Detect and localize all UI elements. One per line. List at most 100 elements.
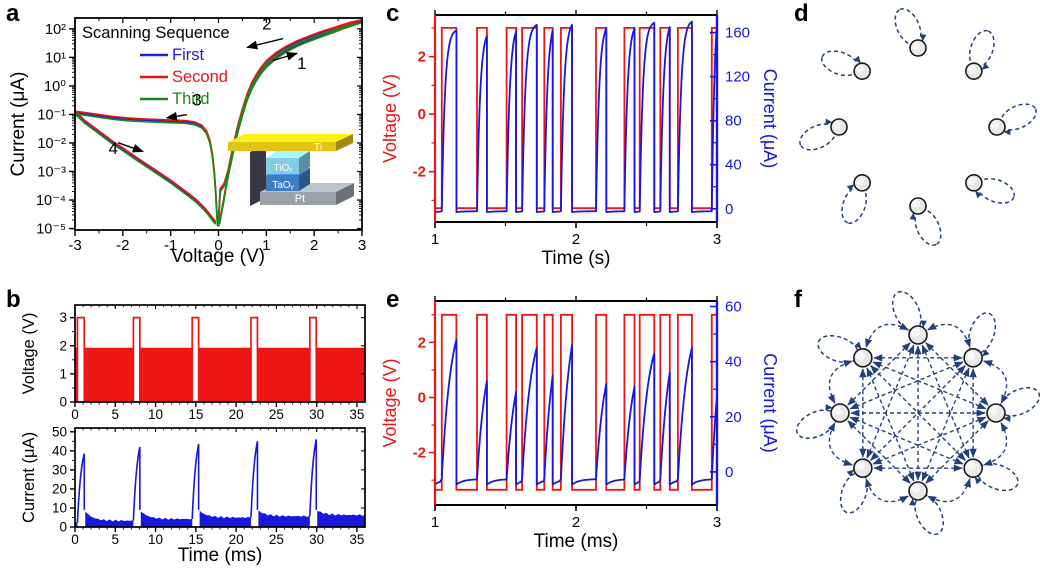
x-tick-label: 10 (148, 532, 163, 547)
y-tick-label: 0 (59, 520, 67, 535)
current-spike (250, 441, 259, 518)
neuron-node-highlight (912, 42, 920, 50)
connection-line (870, 365, 966, 461)
sweep-arrow-3 (165, 111, 188, 121)
self-loop-arrowhead (825, 404, 833, 411)
sweep-step-number-2: 2 (262, 15, 271, 34)
sweep-arrow-2 (246, 37, 284, 50)
connection-arc (983, 360, 1009, 404)
legend-item-third: Third (172, 90, 210, 108)
y-tick-label: 10⁻⁵ (36, 222, 66, 238)
self-loop (977, 177, 1016, 204)
current-tick-label: 40 (725, 354, 742, 371)
y-tick-label: 3 (59, 310, 67, 325)
current-waveform (434, 338, 718, 486)
x-tick-label: 1 (262, 237, 270, 254)
x-tick-label: -3 (68, 237, 81, 254)
sweep-step-number-3: 3 (192, 90, 201, 109)
x-tick-label: 3 (713, 231, 721, 248)
voltage-waveform (434, 313, 718, 491)
y-tick-label: 30 (52, 462, 67, 477)
x-tick-label: 0 (214, 237, 222, 254)
current-baseline-band (85, 511, 134, 527)
neuron-node-highlight (912, 200, 920, 208)
current-tick-label: 120 (725, 69, 750, 86)
current-tick-label: 20 (725, 409, 742, 426)
inset-layer-tiox (266, 151, 310, 174)
self-loop-arrowhead (1003, 415, 1011, 422)
panel-label-d: d (794, 0, 809, 27)
current-spike (132, 446, 141, 521)
self-loop-arrowhead (975, 190, 983, 199)
self-loop-arrowhead (1003, 129, 1011, 136)
self-loop-arrowhead (846, 469, 854, 477)
sweep-step-number-1: 1 (297, 54, 306, 73)
inset-support-plate (250, 144, 266, 206)
x-tick-label: 20 (229, 407, 244, 422)
legend-item-second: Second (172, 68, 228, 86)
voltage-pulse (191, 316, 200, 402)
neuron-node-highlight (967, 176, 976, 185)
voltage-pulse (308, 316, 318, 402)
connection-arc (983, 422, 1009, 466)
sweep-step-number-4: 4 (109, 139, 118, 158)
x-tick-label: 0 (71, 532, 79, 547)
inset-label-taoy: TaOᵧ (272, 180, 294, 191)
self-loop (841, 185, 868, 224)
neuron-node-highlight (856, 351, 866, 361)
inset-label-tiox: TiOₓ (273, 163, 293, 174)
current-tick-label: 160 (725, 25, 750, 42)
neuron-node-highlight (856, 65, 865, 74)
x-tick-label: 15 (188, 407, 203, 422)
panel-label-a: a (6, 0, 20, 27)
x-tick-label: 0 (71, 407, 79, 422)
y-tick-label: 10 (52, 500, 67, 515)
panel-f-recurrent-network-diagram (795, 290, 1040, 536)
x-tick-label: -1 (164, 237, 177, 254)
self-loop-arrowhead (854, 341, 862, 349)
x-tick-label: 30 (309, 532, 324, 547)
x-tick-label: 3 (713, 514, 721, 531)
current-tick-label: 0 (725, 201, 733, 218)
voltage-oscillation-band (75, 347, 365, 402)
voltage-tick-label: 0 (418, 106, 426, 123)
x-tick-label: 10 (148, 407, 163, 422)
current-spike (191, 444, 200, 520)
voltage-pulse (250, 316, 259, 402)
connection-arc (827, 422, 853, 466)
x-tick-label: 1 (431, 231, 439, 248)
y-tick-label: 10⁰ (44, 79, 66, 95)
self-loop-arrowhead (981, 62, 990, 70)
inset-label-pt: Pt (295, 193, 305, 205)
connection-arc (865, 322, 909, 348)
connection-arc (927, 322, 971, 348)
neuron-node-highlight (856, 176, 865, 185)
self-loop-arrowhead (920, 320, 927, 328)
neuron-node-highlight (967, 65, 976, 74)
x-tick-label: 5 (112, 532, 120, 547)
self-loop (968, 29, 995, 68)
legend-item-first: First (172, 46, 204, 64)
self-loop-arrowhead (920, 34, 927, 42)
current-spike (76, 453, 86, 523)
y-tick-label: 2 (59, 338, 67, 353)
connection-arc (827, 360, 853, 404)
self-loop (799, 123, 837, 151)
self-loop-arrowhead (846, 184, 855, 192)
current-axis-label: Current (μA) (760, 353, 780, 452)
voltage-axis-label: Voltage (V) (20, 313, 38, 395)
self-loop-arrowhead (825, 118, 833, 125)
self-loop (914, 208, 942, 246)
panel-label-c: c (386, 0, 400, 27)
panel-label-b: b (6, 286, 21, 313)
y-tick-label: 10⁻² (37, 136, 66, 152)
x-tick-label: 1 (431, 514, 439, 531)
y-tick-label: 40 (52, 443, 67, 458)
current-tick-label: 80 (725, 113, 742, 130)
x-tick-label: 35 (349, 407, 364, 422)
x-axis-label: Voltage (V) (171, 246, 265, 267)
